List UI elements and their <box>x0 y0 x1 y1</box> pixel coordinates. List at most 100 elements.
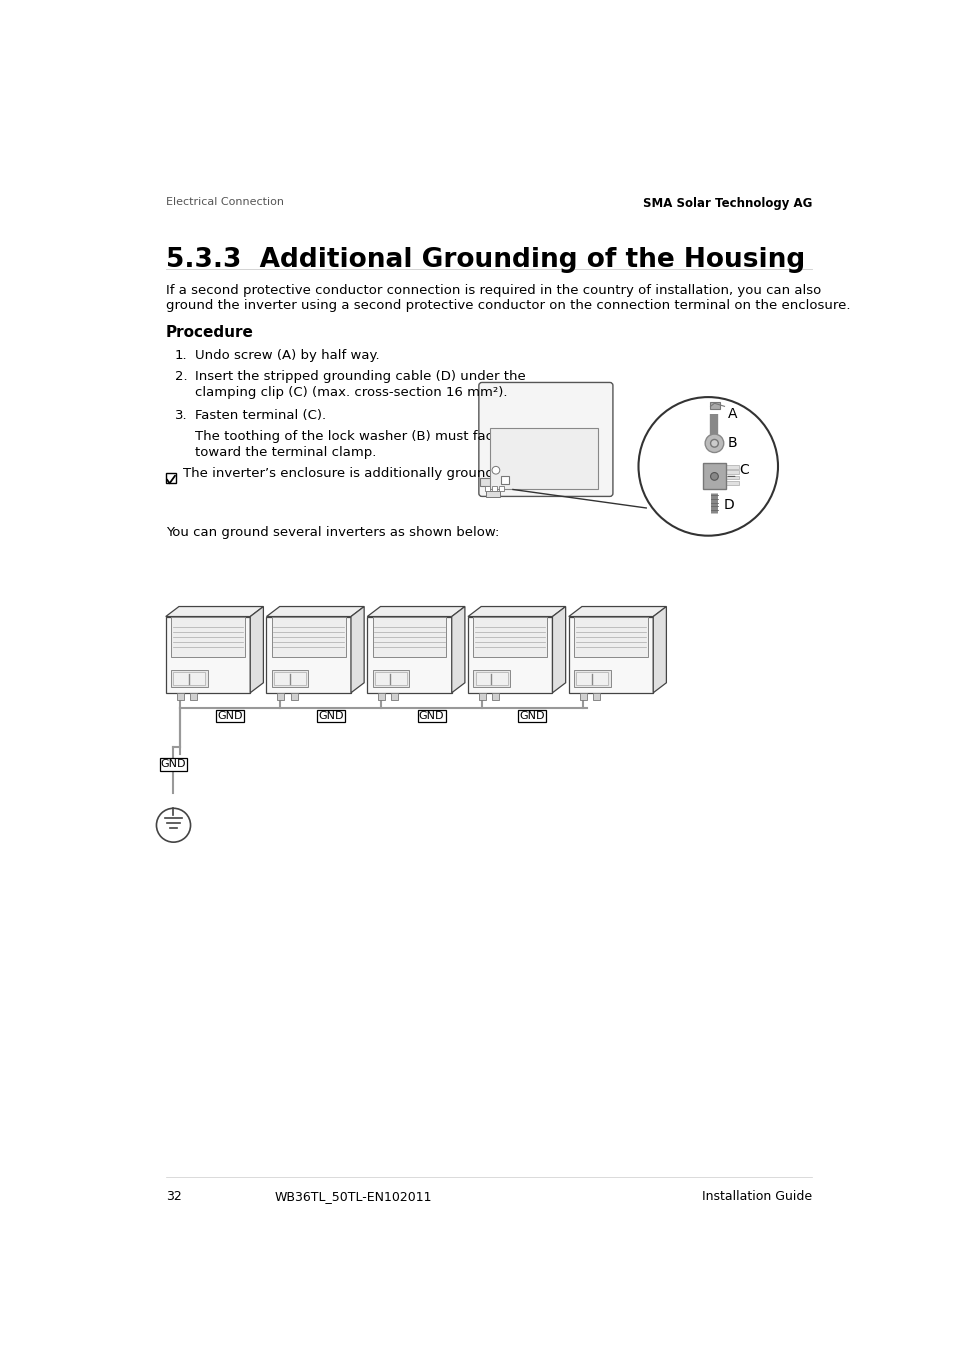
Text: The toothing of the lock washer (B) must face: The toothing of the lock washer (B) must… <box>195 430 501 443</box>
Bar <box>176 692 183 700</box>
Bar <box>653 657 662 681</box>
Bar <box>702 462 725 489</box>
Text: 3.: 3. <box>174 408 188 422</box>
Bar <box>266 617 351 692</box>
Bar <box>373 617 446 657</box>
Text: Insert the stripped grounding cable (D) under the: Insert the stripped grounding cable (D) … <box>195 370 525 383</box>
Bar <box>498 487 504 491</box>
Text: The inverter’s enclosure is additionally grounded.: The inverter’s enclosure is additionally… <box>183 466 514 480</box>
Text: Electrical Connection: Electrical Connection <box>166 197 283 207</box>
Polygon shape <box>653 607 666 692</box>
Text: clamping clip (C) (max. cross-section 16 mm²).: clamping clip (C) (max. cross-section 16… <box>195 385 507 399</box>
Bar <box>159 758 187 771</box>
Circle shape <box>710 473 718 480</box>
Polygon shape <box>468 607 565 617</box>
Bar <box>517 710 546 722</box>
Text: 5.3.3  Additional Grounding of the Housing: 5.3.3 Additional Grounding of the Housin… <box>166 247 804 273</box>
Polygon shape <box>367 607 464 617</box>
Bar <box>592 692 599 700</box>
Bar <box>274 672 306 685</box>
Bar <box>375 672 406 685</box>
Bar <box>473 669 509 687</box>
Bar <box>724 481 739 485</box>
Bar <box>478 692 485 700</box>
Bar <box>576 672 608 685</box>
Text: 1.: 1. <box>174 349 188 362</box>
Text: C: C <box>739 464 748 477</box>
Bar <box>417 710 445 722</box>
Bar <box>377 692 385 700</box>
Bar <box>724 465 739 469</box>
Bar <box>291 692 297 700</box>
Bar <box>166 617 250 692</box>
Bar <box>473 617 546 657</box>
Bar <box>724 470 739 475</box>
Bar <box>579 692 586 700</box>
Bar <box>272 617 345 657</box>
Bar <box>574 617 647 657</box>
Bar <box>250 657 260 681</box>
Bar <box>574 669 610 687</box>
Polygon shape <box>351 607 364 692</box>
Text: 2.: 2. <box>174 370 188 383</box>
Bar <box>552 657 562 681</box>
Text: Installation Guide: Installation Guide <box>701 1190 811 1203</box>
Text: If a second protective conductor connection is required in the country of instal: If a second protective conductor connect… <box>166 284 821 297</box>
Text: Procedure: Procedure <box>166 326 253 341</box>
Bar <box>173 672 205 685</box>
Bar <box>500 476 509 484</box>
Bar <box>724 476 739 480</box>
Text: 32: 32 <box>166 1190 181 1203</box>
Text: Fasten terminal (C).: Fasten terminal (C). <box>195 408 326 422</box>
Bar <box>216 710 244 722</box>
Polygon shape <box>266 607 364 617</box>
Circle shape <box>492 466 499 475</box>
Text: D: D <box>723 498 734 512</box>
Bar <box>468 617 552 692</box>
Text: GND: GND <box>217 711 243 721</box>
Circle shape <box>638 397 778 535</box>
Polygon shape <box>452 607 464 692</box>
Bar <box>190 692 196 700</box>
Text: A: A <box>727 407 737 420</box>
Text: ground the inverter using a second protective conductor on the connection termin: ground the inverter using a second prote… <box>166 299 849 312</box>
Bar <box>480 479 503 485</box>
Polygon shape <box>166 607 263 617</box>
Text: B: B <box>727 437 737 450</box>
Text: You can ground several inverters as shown below:: You can ground several inverters as show… <box>166 526 498 539</box>
Bar <box>484 487 490 491</box>
Bar <box>277 692 284 700</box>
Polygon shape <box>250 607 263 692</box>
Bar <box>391 692 397 700</box>
Text: GND: GND <box>161 760 186 769</box>
Bar <box>485 491 499 498</box>
Text: GND: GND <box>317 711 343 721</box>
Text: toward the terminal clamp.: toward the terminal clamp. <box>195 446 376 458</box>
Bar <box>351 657 360 681</box>
Text: GND: GND <box>519 711 544 721</box>
Bar <box>171 617 245 657</box>
Bar <box>166 473 175 483</box>
Bar <box>367 617 452 692</box>
Polygon shape <box>568 607 666 617</box>
Bar <box>171 669 208 687</box>
Polygon shape <box>552 607 565 692</box>
Text: Undo screw (A) by half way.: Undo screw (A) by half way. <box>195 349 379 362</box>
Bar <box>492 487 497 491</box>
Bar <box>489 427 598 489</box>
Text: GND: GND <box>418 711 444 721</box>
FancyBboxPatch shape <box>478 383 612 496</box>
Text: SMA Solar Technology AG: SMA Solar Technology AG <box>642 197 811 210</box>
Bar <box>272 669 308 687</box>
Circle shape <box>704 434 723 453</box>
Bar <box>568 617 653 692</box>
Bar <box>476 672 507 685</box>
Circle shape <box>710 439 718 448</box>
Bar <box>316 710 344 722</box>
Bar <box>452 657 461 681</box>
Bar <box>709 403 720 408</box>
Bar <box>492 692 498 700</box>
Text: WB36TL_50TL-EN102011: WB36TL_50TL-EN102011 <box>274 1190 432 1203</box>
Circle shape <box>156 808 191 842</box>
Bar <box>373 669 409 687</box>
